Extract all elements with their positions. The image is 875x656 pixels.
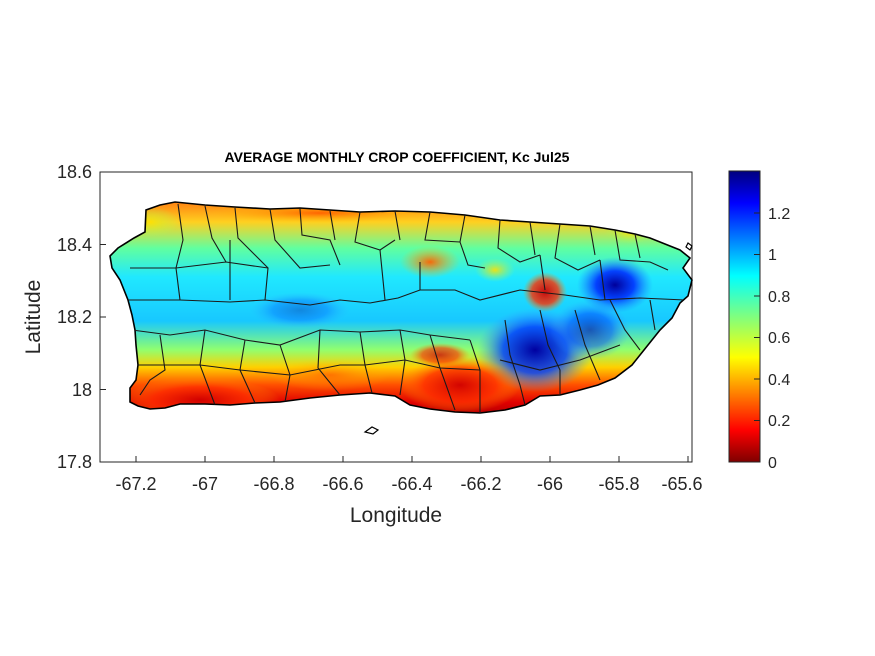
small-island bbox=[685, 242, 693, 251]
x-tick-label: -66 bbox=[537, 474, 563, 494]
small-island bbox=[363, 426, 380, 435]
x-tick-label: -65.8 bbox=[598, 474, 639, 494]
x-tick-label: -65.6 bbox=[661, 474, 702, 494]
x-tick-label: -66.6 bbox=[322, 474, 363, 494]
municipality-boundaries bbox=[120, 203, 686, 413]
x-axis-label: Longitude bbox=[350, 504, 442, 527]
x-tick-label: -67.2 bbox=[115, 474, 156, 494]
colorbar: 1.2 1 0.8 0.6 0.4 0.2 0 bbox=[728, 170, 790, 472]
colorbar-tick-label: 1 bbox=[768, 247, 777, 264]
y-axis-label: Latitude bbox=[22, 280, 45, 355]
colorbar-gradient bbox=[728, 170, 761, 463]
x-tick-label: -66.4 bbox=[391, 474, 432, 494]
map-title: AVERAGE MONTHLY CROP COEFFICIENT, Kc Jul… bbox=[225, 149, 570, 165]
colorbar-tick-label: 0.4 bbox=[768, 372, 790, 389]
colorbar-tick-label: 0.2 bbox=[768, 413, 790, 430]
x-tick-label: -67 bbox=[192, 474, 218, 494]
y-axis: 18.6 18.4 18.2 18 17.8 bbox=[57, 162, 106, 472]
colorbar-tick-label: 0.8 bbox=[768, 289, 790, 306]
x-tick-label: -66.2 bbox=[460, 474, 501, 494]
colorbar-tick-label: 0 bbox=[768, 455, 777, 472]
y-tick-label: 18.2 bbox=[57, 307, 92, 327]
y-tick-label: 17.8 bbox=[57, 452, 92, 472]
colorbar-tick-label: 0.6 bbox=[768, 330, 790, 347]
y-tick-label: 18.6 bbox=[57, 162, 92, 182]
x-axis: -67.2 -67 -66.8 -66.6 -66.4 -66.2 -66 -6… bbox=[115, 456, 703, 494]
colorbar-tick-label: 1.2 bbox=[768, 206, 790, 223]
x-tick-label: -66.8 bbox=[253, 474, 294, 494]
y-tick-label: 18 bbox=[72, 380, 92, 400]
y-tick-label: 18.4 bbox=[57, 235, 92, 255]
